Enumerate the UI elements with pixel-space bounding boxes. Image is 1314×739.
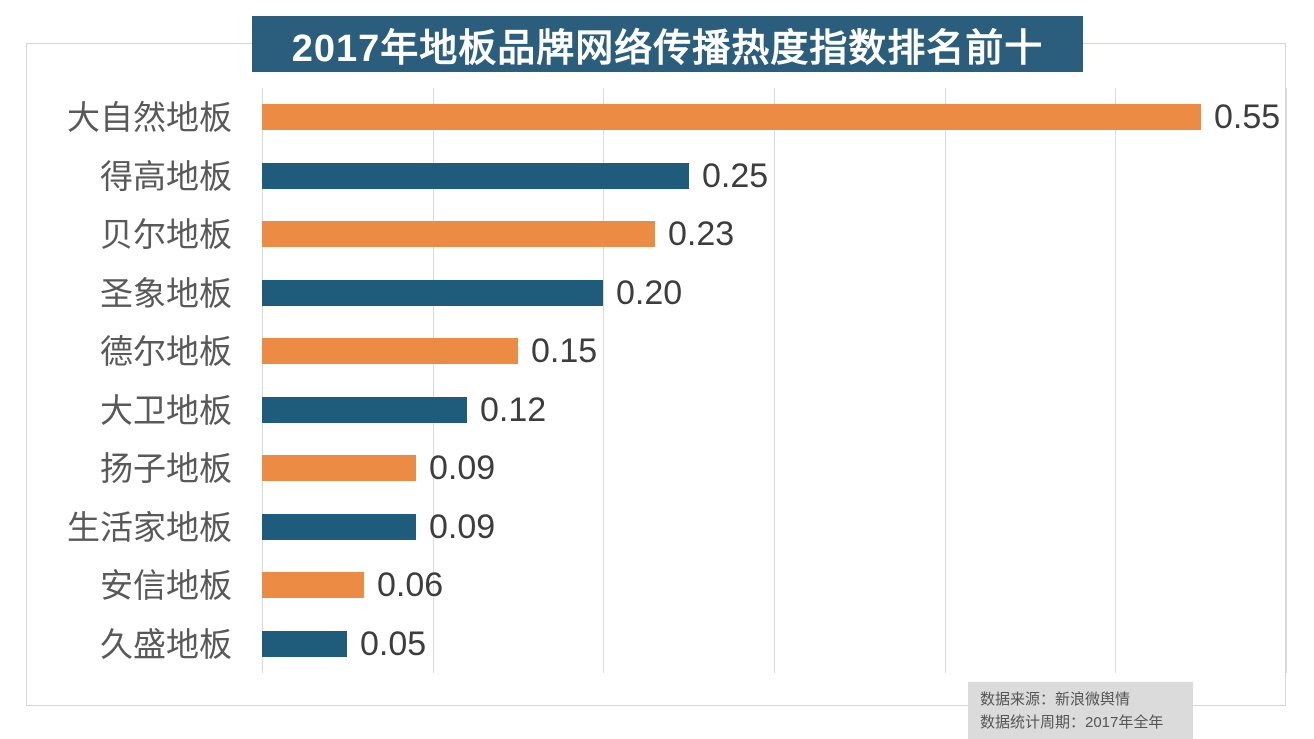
chart-row: 生活家地板 0.09 <box>0 498 1314 557</box>
chart-row: 安信地板 0.06 <box>0 556 1314 615</box>
gridline <box>1286 88 1287 673</box>
chart-row: 久盛地板 0.05 <box>0 615 1314 674</box>
data-source-line: 数据来源：新浪微舆情 <box>980 691 1131 708</box>
data-period-line: 数据统计周期：2017年全年 <box>980 714 1164 731</box>
value-label: 0.25 <box>702 157 769 195</box>
bar <box>262 104 1201 130</box>
plot-area <box>262 88 1287 673</box>
gridline <box>603 88 604 673</box>
category-label: 生活家地板 <box>67 509 232 546</box>
value-label: 0.09 <box>429 508 496 546</box>
category-label: 贝尔地板 <box>100 216 232 253</box>
chart-row: 大自然地板 0.55 <box>0 88 1314 147</box>
value-label: 0.20 <box>616 274 683 312</box>
category-label: 圣象地板 <box>100 275 232 312</box>
gridline <box>262 88 263 673</box>
gridline <box>774 88 775 673</box>
category-label: 德尔地板 <box>100 333 232 370</box>
value-label: 0.55 <box>1214 98 1281 136</box>
category-label: 得高地板 <box>100 158 232 195</box>
value-label: 0.12 <box>480 391 547 429</box>
bar <box>262 514 416 540</box>
bar <box>262 221 655 247</box>
chart-row: 德尔地板 0.15 <box>0 322 1314 381</box>
value-label: 0.09 <box>429 449 496 487</box>
bar <box>262 163 689 189</box>
bar <box>262 455 416 481</box>
category-label: 大自然地板 <box>67 99 232 136</box>
chart-row: 得高地板 0.25 <box>0 147 1314 206</box>
chart-row: 圣象地板 0.20 <box>0 264 1314 323</box>
gridline <box>1115 88 1116 673</box>
value-label: 0.23 <box>668 215 735 253</box>
chart-row: 扬子地板 0.09 <box>0 439 1314 498</box>
gridline <box>433 88 434 673</box>
category-label: 久盛地板 <box>100 626 232 663</box>
chart-title-banner: 2017年地板品牌网络传播热度指数排名前十 <box>252 16 1083 72</box>
bar <box>262 397 467 423</box>
bar <box>262 338 518 364</box>
category-label: 安信地板 <box>100 567 232 604</box>
value-label: 0.15 <box>531 332 598 370</box>
data-source-note: 数据来源：新浪微舆情 数据统计周期：2017年全年 <box>968 682 1193 739</box>
value-label: 0.05 <box>360 625 427 663</box>
bar <box>262 572 364 598</box>
category-label: 大卫地板 <box>100 392 232 429</box>
bar <box>262 631 347 657</box>
bar <box>262 280 603 306</box>
gridline <box>945 88 946 673</box>
category-label: 扬子地板 <box>100 450 232 487</box>
chart-row: 贝尔地板 0.23 <box>0 205 1314 264</box>
chart-row: 大卫地板 0.12 <box>0 381 1314 440</box>
chart-title: 2017年地板品牌网络传播热度指数排名前十 <box>291 27 1044 70</box>
value-label: 0.06 <box>377 566 444 604</box>
